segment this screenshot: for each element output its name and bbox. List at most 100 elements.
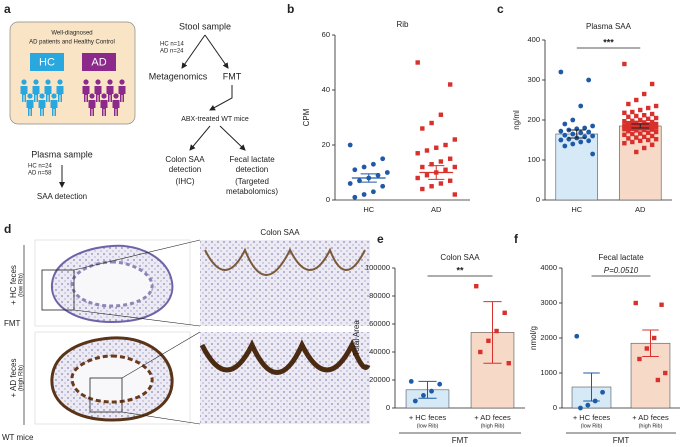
zoom-line	[121, 331, 201, 379]
point	[361, 164, 367, 170]
y-axis-label: ng/ml	[512, 110, 521, 130]
point	[438, 112, 444, 117]
point	[380, 183, 386, 189]
y-tick-label: 20000	[369, 375, 390, 384]
point	[429, 388, 434, 394]
error-bar	[583, 372, 600, 402]
point	[645, 130, 651, 135]
point	[570, 117, 576, 123]
point	[574, 333, 580, 339]
node: Metagenomics	[149, 71, 208, 81]
point	[637, 356, 642, 362]
chart-title: Fecal lactate	[598, 253, 644, 262]
lumen	[70, 260, 154, 308]
point	[638, 131, 643, 136]
x-axis-label: FMT	[452, 436, 469, 445]
point	[642, 127, 647, 133]
point	[502, 310, 507, 315]
panel-letter: c	[497, 2, 504, 16]
point	[653, 129, 659, 135]
point	[452, 192, 458, 197]
y-axis-label: Total Area	[352, 320, 361, 356]
point	[649, 119, 655, 125]
point	[634, 97, 639, 103]
point	[626, 114, 631, 119]
point	[452, 137, 458, 142]
y-tick-label: 300	[527, 75, 540, 84]
point	[638, 138, 643, 143]
point	[638, 117, 643, 123]
point	[447, 178, 453, 183]
point	[634, 149, 639, 155]
point	[578, 405, 583, 411]
point	[638, 107, 643, 113]
arrow	[209, 85, 233, 111]
panel-letter: a	[4, 2, 11, 16]
zoom-line	[73, 309, 201, 327]
y-tick-label: 0	[386, 403, 390, 412]
x-tick-label: HC	[363, 205, 374, 214]
point	[600, 389, 605, 395]
error-bar	[483, 301, 502, 364]
point	[653, 103, 659, 109]
point	[429, 162, 434, 167]
point	[642, 145, 647, 151]
x-tick-label: AD	[431, 205, 442, 214]
point	[415, 175, 420, 181]
point	[578, 139, 584, 145]
point	[622, 61, 627, 67]
image-title: Colon SAA	[260, 228, 300, 237]
point	[590, 123, 596, 129]
tissue	[199, 338, 371, 375]
x-tick-label: HC	[571, 205, 582, 214]
chart-title: Plasma SAA	[586, 22, 632, 31]
point	[659, 302, 664, 307]
point	[622, 132, 627, 137]
point	[506, 361, 511, 366]
point	[429, 120, 434, 126]
point	[570, 141, 576, 147]
significance-label: **	[456, 265, 464, 275]
point	[347, 181, 353, 186]
y-tick-label: 60	[322, 30, 330, 39]
point	[447, 156, 453, 161]
group-note: (low Rib)	[19, 273, 25, 297]
y-tick-label: 60000	[369, 319, 390, 328]
point	[634, 120, 639, 125]
point	[622, 119, 627, 124]
zoom-line	[73, 239, 201, 271]
point	[438, 181, 444, 186]
ad-box	[82, 53, 116, 71]
point	[644, 346, 650, 351]
point	[642, 120, 647, 125]
point	[438, 159, 444, 164]
n-label: HC n=24	[28, 164, 53, 170]
point	[424, 148, 430, 153]
tissue	[204, 247, 366, 276]
error-bar	[428, 165, 445, 180]
y-tick-label: 0	[536, 195, 540, 204]
point	[645, 105, 651, 111]
error-bar	[642, 329, 659, 358]
point	[622, 110, 627, 115]
point	[420, 126, 425, 131]
error-bar	[631, 123, 650, 129]
box-title: AD patients and Healthy Control	[29, 40, 115, 46]
node: (IHC)	[175, 177, 194, 186]
point	[380, 156, 386, 162]
point	[626, 101, 631, 107]
chart-title: Rib	[396, 20, 409, 29]
point	[562, 132, 568, 138]
error-bar	[418, 380, 437, 399]
y-tick-label: 0	[553, 403, 557, 412]
point	[478, 349, 483, 355]
point	[649, 133, 655, 139]
point	[352, 167, 358, 173]
subject-label: WT mice	[2, 433, 34, 442]
point	[590, 133, 596, 139]
chart-title: Colon SAA	[440, 253, 480, 262]
point	[370, 161, 376, 167]
point	[452, 164, 458, 170]
point	[590, 151, 596, 157]
panel-letter: f	[514, 232, 519, 246]
